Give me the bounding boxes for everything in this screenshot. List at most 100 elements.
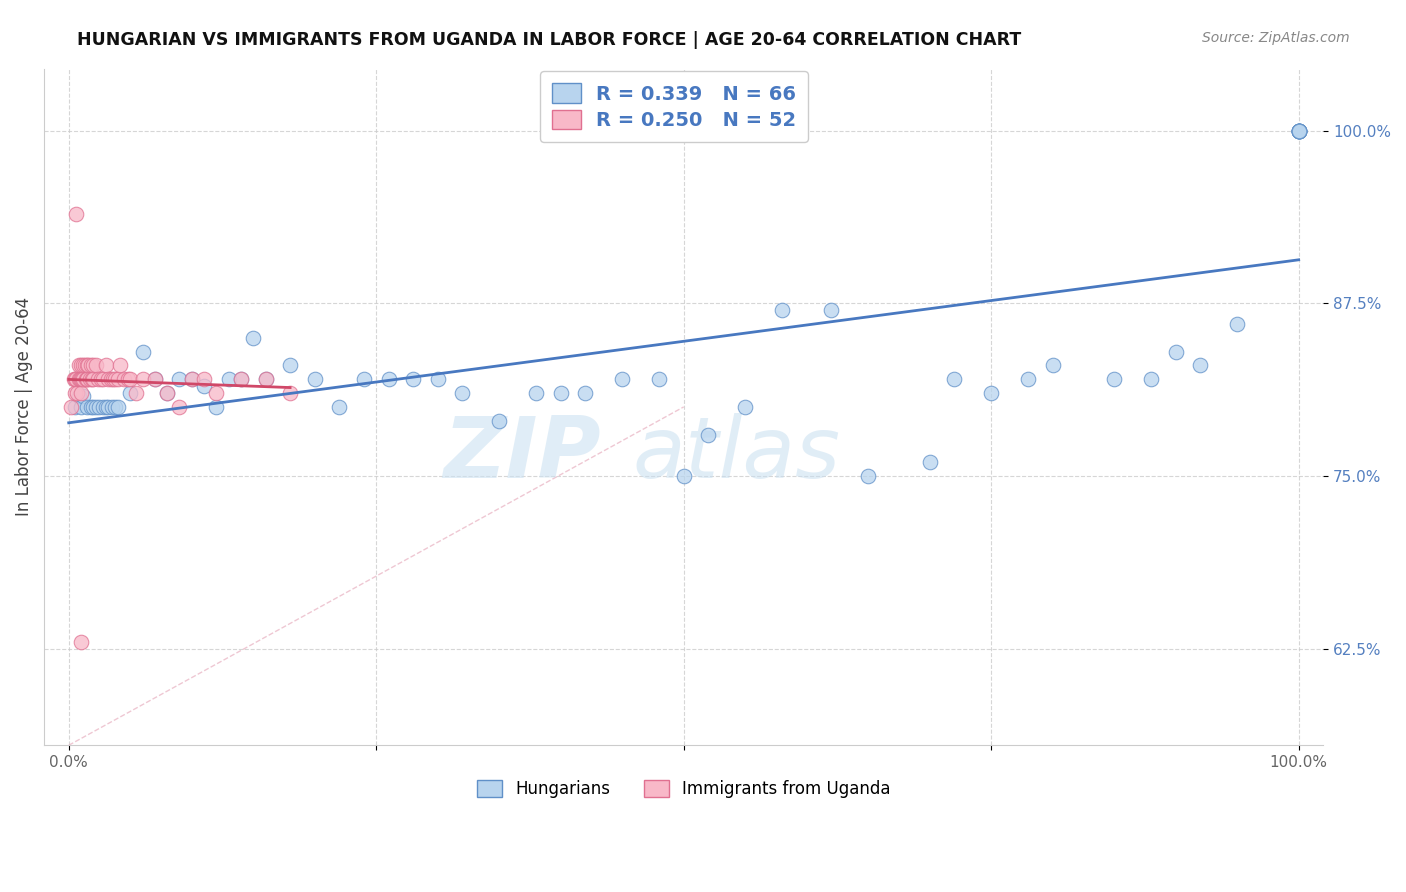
Point	[820, 303, 842, 318]
Point	[1102, 372, 1125, 386]
Point	[980, 386, 1002, 401]
Point	[156, 386, 179, 401]
Y-axis label: In Labor Force | Age 20-64: In Labor Force | Age 20-64	[15, 297, 32, 516]
Point	[66, 386, 89, 401]
Point	[100, 372, 122, 386]
Point	[80, 359, 103, 373]
Point	[1017, 372, 1039, 386]
Point	[697, 427, 720, 442]
Point	[62, 372, 84, 386]
Point	[943, 372, 966, 386]
Point	[169, 372, 191, 386]
Point	[451, 386, 474, 401]
Point	[1226, 317, 1249, 331]
Point	[1288, 123, 1310, 137]
Point	[104, 372, 127, 386]
Point	[70, 372, 93, 386]
Point	[1164, 344, 1187, 359]
Point	[550, 386, 572, 401]
Point	[80, 372, 103, 386]
Point	[67, 372, 90, 386]
Point	[328, 400, 350, 414]
Point	[205, 400, 228, 414]
Point	[218, 372, 240, 386]
Point	[101, 372, 124, 386]
Point	[1288, 123, 1310, 137]
Point	[91, 372, 114, 386]
Point	[131, 372, 153, 386]
Point	[672, 469, 695, 483]
Point	[353, 372, 375, 386]
Point	[79, 372, 101, 386]
Point	[1288, 123, 1310, 137]
Point	[63, 386, 86, 401]
Point	[77, 359, 100, 373]
Point	[94, 359, 117, 373]
Point	[89, 400, 111, 414]
Point	[648, 372, 671, 386]
Point	[72, 372, 94, 386]
Point	[205, 386, 228, 401]
Point	[120, 372, 142, 386]
Point	[1042, 359, 1064, 373]
Point	[180, 372, 202, 386]
Point	[856, 469, 879, 483]
Point	[80, 400, 103, 414]
Point	[76, 400, 98, 414]
Point	[770, 303, 793, 318]
Point	[918, 455, 941, 469]
Point	[402, 372, 425, 386]
Point	[87, 372, 110, 386]
Point	[70, 634, 93, 648]
Point	[76, 359, 98, 373]
Point	[112, 372, 135, 386]
Point	[75, 372, 97, 386]
Point	[84, 400, 107, 414]
Point	[67, 389, 90, 403]
Point	[180, 372, 202, 386]
Point	[304, 372, 326, 386]
Point	[426, 372, 449, 386]
Point	[104, 400, 127, 414]
Point	[100, 400, 122, 414]
Text: Source: ZipAtlas.com: Source: ZipAtlas.com	[1202, 31, 1350, 45]
Point	[278, 359, 301, 373]
Point	[131, 344, 153, 359]
Point	[254, 372, 277, 386]
Point	[67, 359, 90, 373]
Point	[229, 372, 252, 386]
Text: atlas: atlas	[633, 413, 841, 496]
Point	[1288, 123, 1310, 137]
Point	[76, 372, 98, 386]
Point	[97, 372, 120, 386]
Point	[70, 386, 93, 401]
Point	[70, 359, 93, 373]
Point	[82, 400, 104, 414]
Point	[612, 372, 634, 386]
Point	[193, 372, 215, 386]
Point	[72, 359, 94, 373]
Point	[254, 372, 277, 386]
Point	[63, 372, 86, 386]
Point	[97, 400, 120, 414]
Point	[70, 372, 93, 386]
Point	[278, 386, 301, 401]
Point	[82, 359, 104, 373]
Point	[524, 386, 547, 401]
Point	[156, 386, 179, 401]
Point	[1189, 359, 1212, 373]
Point	[76, 372, 98, 386]
Point	[60, 400, 83, 414]
Point	[117, 372, 139, 386]
Point	[70, 400, 93, 414]
Point	[242, 331, 264, 345]
Point	[574, 386, 596, 401]
Text: HUNGARIAN VS IMMIGRANTS FROM UGANDA IN LABOR FORCE | AGE 20-64 CORRELATION CHART: HUNGARIAN VS IMMIGRANTS FROM UGANDA IN L…	[77, 31, 1022, 49]
Point	[120, 386, 142, 401]
Point	[1288, 123, 1310, 137]
Point	[94, 400, 117, 414]
Point	[143, 372, 166, 386]
Point	[72, 389, 94, 403]
Point	[63, 400, 86, 414]
Point	[1288, 123, 1310, 137]
